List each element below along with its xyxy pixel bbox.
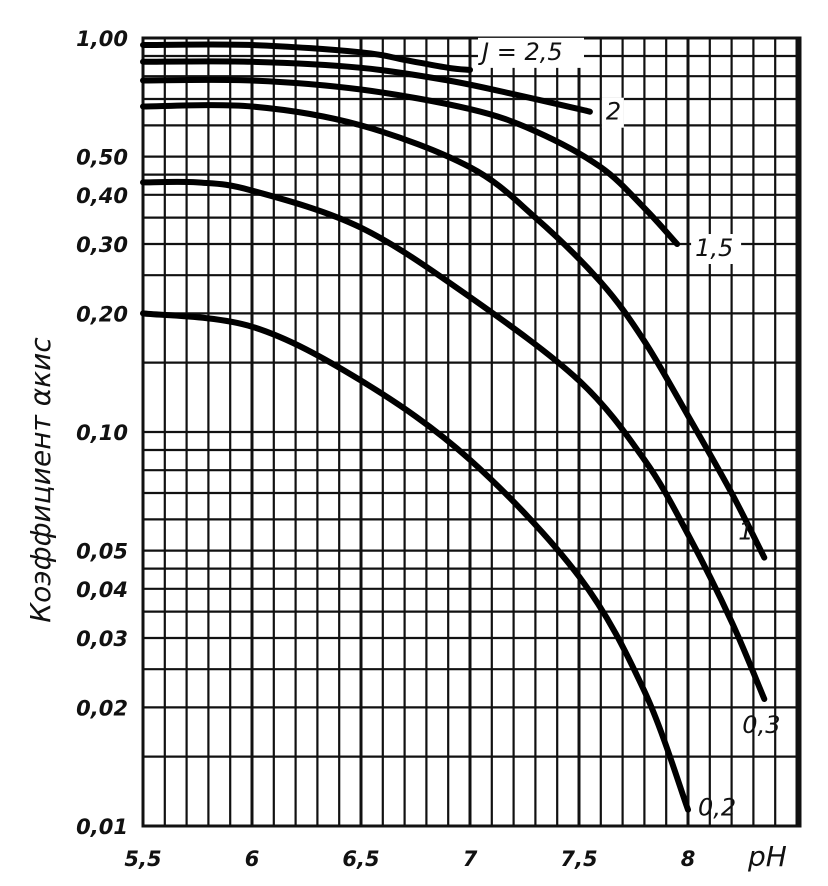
y-tick-label: 0,02 bbox=[76, 696, 128, 720]
series-label-bg bbox=[601, 97, 624, 128]
y-tick-label: 0,04 bbox=[76, 578, 128, 602]
series-line bbox=[140, 41, 473, 73]
series-label: 0,2 bbox=[698, 794, 736, 822]
x-tick-label: 8 bbox=[681, 847, 696, 871]
y-tick-label: 0,03 bbox=[76, 627, 128, 651]
y-axis-label: Коэффициент αкис bbox=[24, 337, 57, 623]
series-group: J = 2,5 2 1,5 1 0,3 0,2 bbox=[140, 37, 780, 822]
series-label: J = 2,5 bbox=[478, 38, 563, 66]
y-tick-label: 0,50 bbox=[76, 146, 128, 170]
y-tick-label: 0,10 bbox=[76, 421, 128, 445]
x-axis-label: pH bbox=[747, 840, 787, 873]
y-tick-label: 0,20 bbox=[76, 302, 128, 326]
series-label-bg bbox=[691, 234, 742, 265]
grid bbox=[141, 36, 802, 828]
x-tick-label: 7,5 bbox=[560, 847, 597, 871]
series-line bbox=[140, 76, 681, 247]
x-tick-label: 5,5 bbox=[124, 847, 161, 871]
series-label-bg bbox=[478, 37, 584, 68]
series-line bbox=[140, 310, 691, 813]
x-tick-label: 7 bbox=[463, 847, 478, 871]
series-line bbox=[140, 102, 768, 561]
series-label: 1 bbox=[738, 518, 753, 546]
series-label: 2 bbox=[606, 98, 621, 126]
series-label: 1,5 bbox=[695, 234, 733, 262]
series-line bbox=[140, 178, 768, 702]
x-tick-label: 6,5 bbox=[342, 847, 379, 871]
x-tick-label: 6 bbox=[245, 847, 260, 871]
tick-labels: 5,5 6 6,5 7 7,5 8 1,00 0,50 0,40 0,30 0,20 0,10 0,05… bbox=[76, 27, 695, 871]
series-label: 0,3 bbox=[742, 711, 780, 739]
series-line bbox=[140, 58, 593, 115]
y-tick-label: 0,40 bbox=[76, 184, 128, 208]
y-tick-label: 0,30 bbox=[76, 233, 128, 257]
y-tick-label: 0,05 bbox=[76, 540, 128, 564]
y-tick-label: 0,01 bbox=[76, 815, 128, 839]
y-tick-label: 1,00 bbox=[76, 27, 128, 51]
